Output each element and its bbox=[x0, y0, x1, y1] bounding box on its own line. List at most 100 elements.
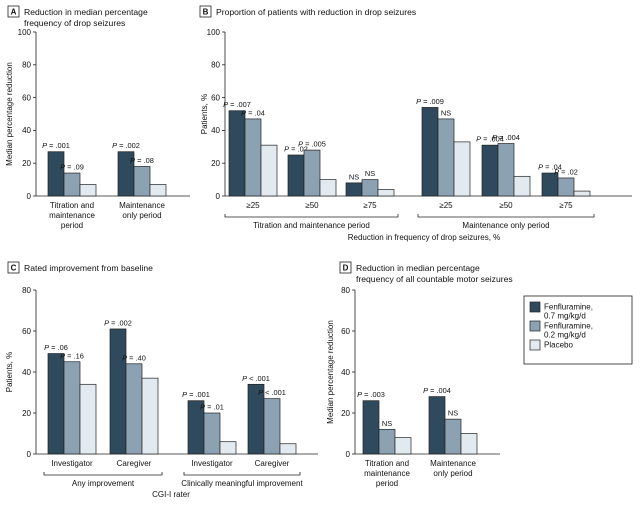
bar-placebo bbox=[377, 189, 395, 197]
p-value: = .003 bbox=[362, 390, 385, 399]
significance-label: NS bbox=[441, 108, 451, 117]
p-symbol: P bbox=[112, 141, 117, 150]
p-symbol: P bbox=[42, 141, 47, 150]
y-tick-label: 20 bbox=[211, 159, 220, 168]
category-label: Maintenance bbox=[119, 201, 165, 210]
bar-high-dose bbox=[287, 154, 305, 197]
p-symbol: P bbox=[130, 156, 135, 165]
significance-label: P = .002 bbox=[104, 318, 132, 327]
significance-label: P = .09 bbox=[60, 163, 84, 172]
significance-label: P = .02 bbox=[554, 167, 578, 176]
significance-label: P < .001 bbox=[258, 388, 286, 397]
significance-label: P < .001 bbox=[242, 374, 270, 383]
p-value: = .009 bbox=[421, 97, 444, 106]
group-bracket bbox=[224, 214, 399, 218]
panel-title-line: Reduction in median percentage bbox=[24, 7, 148, 17]
y-tick-label: 60 bbox=[22, 327, 31, 336]
category-label: Investigator bbox=[51, 459, 93, 468]
p-value: = .004 bbox=[428, 386, 451, 395]
category-label: Titration and bbox=[50, 201, 94, 210]
bar-low-dose bbox=[133, 166, 151, 197]
bar-low-dose bbox=[125, 363, 143, 455]
panel-letter: D bbox=[343, 264, 349, 273]
p-value: = .004 bbox=[481, 135, 504, 144]
category-label: ≥75 bbox=[363, 201, 377, 210]
p-symbol: P bbox=[242, 374, 247, 383]
bracket-label: Maintenance only period bbox=[462, 221, 549, 230]
significance-label: NS bbox=[349, 172, 359, 181]
p-value: = .02 bbox=[559, 167, 578, 176]
legend: Fenfluramine,0.7 mg/kg/dFenfluramine,0.2… bbox=[523, 295, 633, 365]
p-symbol: P bbox=[258, 388, 263, 397]
bar-low-dose bbox=[444, 418, 462, 455]
p-symbol: P bbox=[200, 403, 205, 412]
panel-letter-box bbox=[7, 5, 20, 18]
category-label: period bbox=[61, 221, 83, 230]
category-label: ≥25 bbox=[439, 201, 453, 210]
category-label: ≥50 bbox=[305, 201, 319, 210]
significance-label: P = .40 bbox=[122, 353, 146, 362]
bar-placebo bbox=[279, 443, 297, 455]
bar-placebo bbox=[260, 144, 278, 197]
bar-high-dose bbox=[345, 182, 363, 197]
category-label: ≥50 bbox=[499, 201, 513, 210]
panel-d: D Reduction in median percentagefrequency… bbox=[326, 261, 513, 488]
bar-placebo bbox=[394, 437, 412, 455]
significance-label: P = .003 bbox=[357, 390, 385, 399]
bar-placebo bbox=[141, 377, 159, 455]
significance-label: P = .06 bbox=[44, 343, 68, 352]
legend-label: Fenfluramine, bbox=[544, 322, 593, 331]
legend-swatch bbox=[529, 320, 541, 332]
bar-low-dose bbox=[378, 429, 396, 455]
p-symbol: P bbox=[298, 140, 303, 149]
bar-high-dose bbox=[481, 144, 499, 197]
y-tick-label: 100 bbox=[18, 28, 32, 37]
significance-label: NS bbox=[448, 409, 458, 418]
p-value: = .002 bbox=[117, 141, 140, 150]
p-symbol: P bbox=[182, 390, 187, 399]
p-symbol: P bbox=[60, 163, 65, 172]
legend-swatch bbox=[529, 301, 541, 313]
bracket-label: Clinically meaningful improvement bbox=[181, 479, 303, 488]
significance-label: P = .009 bbox=[416, 97, 444, 106]
p-symbol: P bbox=[284, 145, 289, 154]
significance-label: P = .04 bbox=[241, 108, 265, 117]
y-tick-label: 60 bbox=[211, 93, 220, 102]
significance-label: P = .02 bbox=[284, 145, 308, 154]
panel-letter-box bbox=[199, 5, 212, 18]
bar-low-dose bbox=[63, 361, 81, 455]
bar-placebo bbox=[453, 141, 471, 197]
p-value: = .007 bbox=[228, 100, 251, 109]
y-tick-label: 40 bbox=[22, 126, 31, 135]
panel-title-line: Rated improvement from baseline bbox=[24, 263, 153, 273]
category-label: only period bbox=[122, 211, 161, 220]
bar-low-dose bbox=[361, 179, 379, 197]
p-value: < .001 bbox=[247, 374, 270, 383]
bar-placebo bbox=[319, 179, 337, 197]
bar-low-dose bbox=[557, 177, 575, 197]
p-value: = .02 bbox=[289, 145, 308, 154]
y-tick-label: 20 bbox=[22, 159, 31, 168]
p-symbol: P bbox=[122, 353, 127, 362]
y-tick-label: 60 bbox=[22, 93, 31, 102]
group-bracket bbox=[43, 472, 163, 476]
significance-label: P = .01 bbox=[200, 403, 224, 412]
bar-low-dose bbox=[497, 143, 515, 197]
p-value: = .01 bbox=[205, 403, 224, 412]
p-value: = .40 bbox=[127, 353, 146, 362]
p-value: = .001 bbox=[187, 390, 210, 399]
y-tick-label: 40 bbox=[211, 126, 220, 135]
legend-label-line2: 0.7 mg/kg/d bbox=[544, 312, 586, 321]
significance-label: NS bbox=[365, 169, 375, 178]
bar-high-dose bbox=[428, 396, 446, 455]
significance-label: P = .004 bbox=[476, 135, 504, 144]
category-label: maintenance bbox=[49, 211, 95, 220]
panel-c: C Rated improvement from baseline 0 20 40 60 8… bbox=[5, 261, 318, 499]
p-symbol: P bbox=[223, 100, 228, 109]
bar-high-dose bbox=[541, 172, 559, 197]
y-tick-label: 20 bbox=[22, 409, 31, 418]
significance-label: NS bbox=[382, 419, 392, 428]
p-symbol: P bbox=[60, 351, 65, 360]
